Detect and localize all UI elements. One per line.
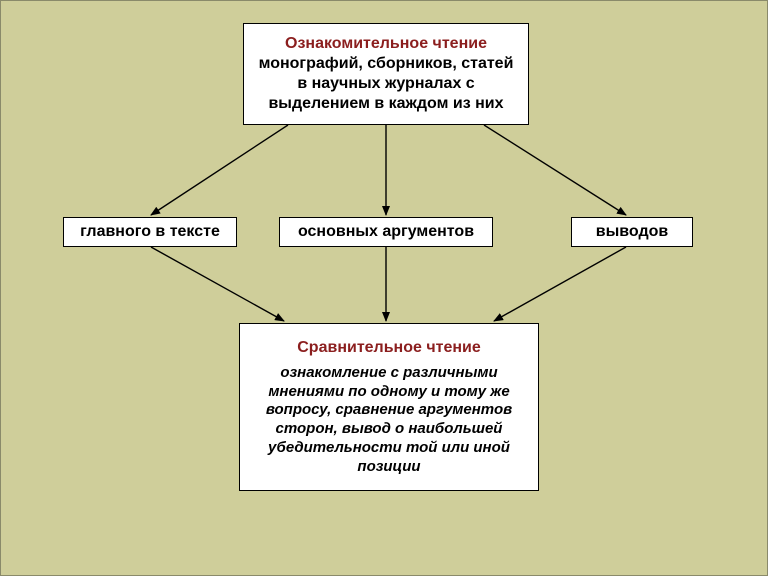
node-bottom-title: Сравнительное чтение xyxy=(297,338,481,358)
node-left-label: главного в тексте xyxy=(80,222,220,242)
node-top-title: Ознакомительное чтение xyxy=(285,34,487,54)
node-right: выводов xyxy=(571,217,693,247)
node-bottom: Сравнительное чтение ознакомление с разл… xyxy=(239,323,539,491)
edge-right-to-bottom xyxy=(494,247,626,321)
edge-top-to-left xyxy=(151,125,288,215)
edge-top-to-right xyxy=(484,125,626,215)
node-center-label: основных аргументов xyxy=(298,222,474,242)
node-top-body: монографий, сборников, статей в научных … xyxy=(254,54,518,114)
node-left: главного в тексте xyxy=(63,217,237,247)
node-top: Ознакомительное чтение монографий, сборн… xyxy=(243,23,529,125)
node-bottom-body: ознакомление с различными мнениями по од… xyxy=(250,364,528,477)
diagram-canvas: Ознакомительное чтение монографий, сборн… xyxy=(0,0,768,576)
edge-left-to-bottom xyxy=(151,247,284,321)
node-right-label: выводов xyxy=(596,222,668,242)
node-center: основных аргументов xyxy=(279,217,493,247)
